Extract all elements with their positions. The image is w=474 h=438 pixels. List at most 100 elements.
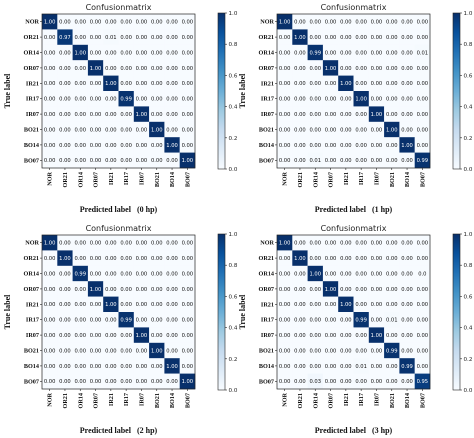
heatmap-cell (164, 75, 180, 92)
cell-value-label: 0.00 (309, 143, 321, 149)
cell-value-label: 0.00 (371, 287, 383, 293)
x-tick-label: OR14 (312, 393, 319, 408)
cell-value-label: 0.00 (417, 364, 429, 370)
cell-value-label: 0.99 (417, 158, 429, 164)
cell-value-label: 0.00 (325, 333, 337, 339)
cell-value-label: 0.00 (44, 271, 56, 277)
heatmap-cell (384, 137, 400, 153)
cell-value-label: 0.00 (401, 81, 413, 87)
heatmap-cell (87, 327, 104, 343)
x-tick-label: BO21 (389, 393, 396, 408)
y-tick-label: IR21 (261, 80, 274, 87)
x-axis-title: Predicted label (2 hp) (80, 426, 158, 435)
heatmap-cell (277, 75, 293, 92)
cell-value-label: 0.00 (417, 35, 429, 41)
x-axis-title: Predicted label (1 hp) (315, 205, 393, 214)
heatmap-cell (179, 342, 196, 359)
heatmap-cell (118, 235, 134, 251)
heatmap-cell (277, 137, 293, 153)
cell-value-label: 0.00 (279, 127, 291, 133)
heatmap-cell (87, 296, 104, 313)
heatmap-cell (72, 29, 89, 45)
heatmap-cell (414, 235, 431, 251)
cell-value-label: 0.00 (136, 256, 148, 262)
heatmap-cell (277, 250, 293, 266)
y-tick-label: BO07 (24, 378, 39, 385)
heatmap-cell (338, 106, 354, 122)
heatmap-cell (42, 106, 58, 122)
cell-value-label: 0.00 (325, 241, 337, 247)
heatmap-cell (384, 327, 400, 343)
cell-value-label: 0.01 (105, 35, 117, 41)
colorbar (452, 233, 461, 391)
cell-value-label: 0.00 (401, 66, 413, 72)
heatmap-cell (384, 281, 400, 297)
heatmap-cell (87, 152, 104, 169)
cell-value-label: 0.00 (120, 287, 132, 293)
cell-value-label: 0.00 (371, 127, 383, 133)
cell-value-label: 0.00 (151, 318, 163, 324)
cell-value-label: 0.00 (74, 364, 86, 370)
cell-value-label: 0.01 (355, 364, 367, 370)
heatmap-cell (338, 281, 354, 297)
heatmap-cell (384, 358, 400, 374)
cell-value-label: 0.00 (371, 302, 383, 308)
cell-value-label: 0.00 (59, 127, 71, 133)
cell-value-label: 0.00 (294, 66, 306, 72)
heatmap-cell (149, 250, 165, 266)
heatmap-cell (42, 75, 58, 92)
heatmap-cell (72, 342, 89, 359)
cell-value-label: 0.00 (401, 287, 413, 293)
x-tick-label: IR07 (373, 172, 380, 185)
cell-value-label: 0.00 (325, 143, 337, 149)
heatmap-cell (353, 60, 369, 76)
heatmap-cell (133, 44, 150, 61)
cell-value-label: 0.00 (166, 112, 178, 118)
cell-value-label: 0.00 (74, 20, 86, 26)
heatmap-cell (103, 265, 119, 282)
cell-value-label: 0.99 (309, 50, 321, 56)
cell-value-label: 0.00 (105, 348, 117, 354)
cell-value-label: 0.00 (59, 348, 71, 354)
heatmap-cell (87, 250, 104, 266)
heatmap-cell (87, 60, 104, 76)
heatmap-cell (414, 29, 431, 45)
heatmap-cell (87, 137, 104, 153)
heatmap-cell (353, 327, 369, 343)
cell-value-label: 1.00 (294, 256, 306, 262)
cell-value-label: 0.00 (417, 81, 429, 87)
cell-value-label: 0.00 (74, 143, 86, 149)
heatmap-cell (42, 312, 58, 328)
cell-value-label: 0.00 (151, 287, 163, 293)
colorbar-tick-label: 1.0 (229, 232, 238, 238)
cell-value-label: 0.00 (340, 379, 352, 385)
cell-value-label: 0.95 (417, 379, 429, 385)
y-tick-label: BO21 (24, 348, 39, 355)
heatmap-cell (277, 44, 293, 61)
cell-value-label: 0.00 (371, 97, 383, 103)
heatmap-cell (42, 137, 58, 153)
heatmap-cell (72, 91, 89, 107)
plot-frame (276, 234, 431, 390)
cell-value-label: 0.00 (340, 50, 352, 56)
heatmap-cell (368, 106, 385, 122)
heatmap-cell (72, 358, 89, 374)
cell-value-label: 0.00 (325, 127, 337, 133)
cell-value-label: 0.00 (386, 364, 398, 370)
heatmap-cell (414, 296, 431, 313)
heatmap-cell (277, 296, 293, 313)
cell-value-label: 0.00 (309, 318, 321, 324)
cell-value-label: 0.00 (74, 112, 86, 118)
heatmap-cell (353, 75, 369, 92)
cell-value-label: 0.00 (90, 302, 102, 308)
heatmap-cell (384, 265, 400, 282)
cell-value-label: 0.00 (90, 364, 102, 370)
cell-value-label: 0.00 (90, 271, 102, 277)
heatmap-cell (103, 373, 119, 390)
cell-value-label: 0.00 (386, 143, 398, 149)
heatmap-cell (118, 312, 134, 328)
cell-value-label: 0.00 (105, 127, 117, 133)
heatmap-cell (42, 250, 58, 266)
heatmap-cell (87, 106, 104, 122)
